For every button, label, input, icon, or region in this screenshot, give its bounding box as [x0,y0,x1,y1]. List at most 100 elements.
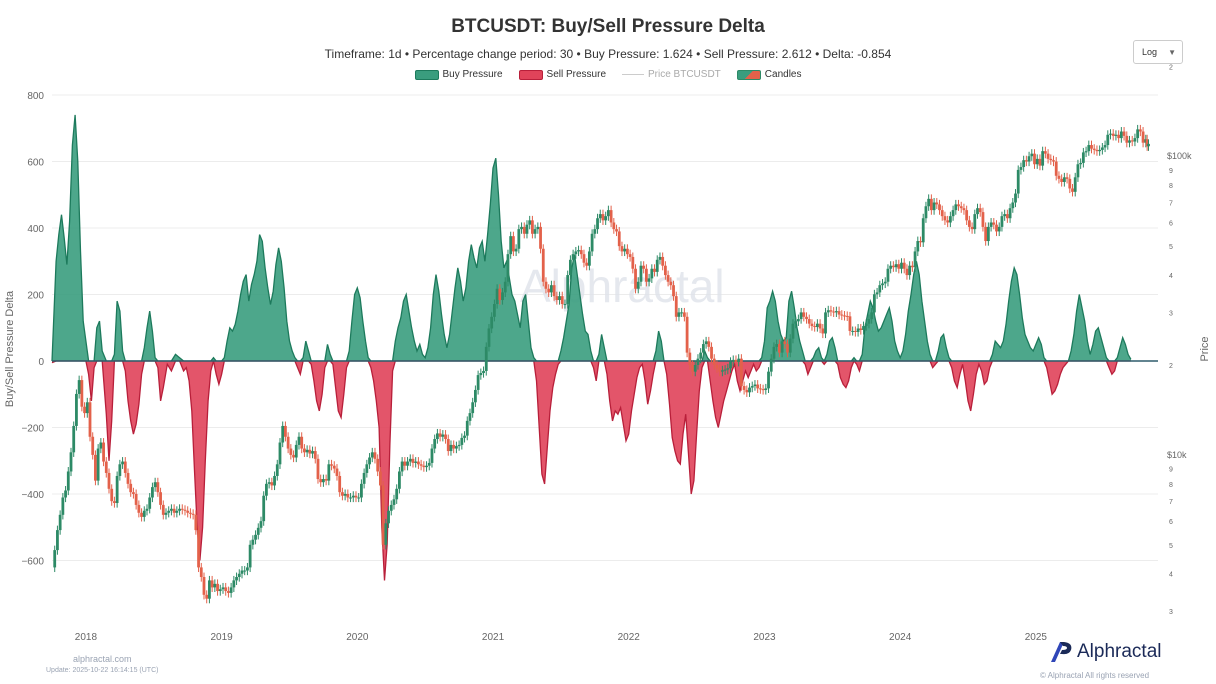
y2-tick-label: 5 [1169,244,1173,251]
candle-body [376,458,380,472]
candle-body [389,504,393,511]
candle-body [699,352,703,359]
legend-item-buy-pressure[interactable]: Buy Pressure [414,69,503,80]
candle-body [455,446,458,449]
candle-body [1041,151,1045,166]
candle-body [457,444,461,447]
candle-body [172,508,176,513]
candle-body [642,265,646,269]
candle-body [596,218,599,230]
candle-body [449,444,453,452]
scale-select[interactable]: Log ▼ [1133,40,1183,64]
candle-body [954,204,958,211]
y2-tick-label: $10k [1167,450,1187,460]
candle-body [180,508,184,510]
candle-body [137,504,141,513]
candle-body [840,314,844,316]
legend-item-price[interactable]: Price BTCUSDT [622,69,721,80]
candle-body [837,311,841,315]
candle-body [338,475,342,493]
candle-body [563,304,567,306]
candle-body [669,281,673,286]
candle-body [514,248,518,252]
candle-body [1060,178,1064,182]
candle-body [297,436,301,445]
candle-body [818,323,822,329]
candle-body [422,465,426,468]
candle-body [357,497,361,499]
candle-body [121,461,124,465]
candle-body [558,296,561,301]
candle-body [183,509,187,511]
candle-body [742,386,746,390]
candle-body [639,265,643,282]
candle-body [612,222,616,230]
candle-body [1100,147,1104,150]
candle-body [161,504,165,515]
candle-body [902,262,906,269]
y2-axis-title: Price [1199,336,1211,361]
candle-body [848,316,852,331]
candle-body [701,344,705,353]
candle-body [463,435,466,438]
candle-body [661,256,665,266]
candle-body [327,464,331,481]
candle-body [813,326,817,328]
candle-body [829,310,833,312]
candle-body [555,296,559,301]
y-tick-label: −400 [21,490,44,501]
legend-item-sell-pressure[interactable]: Sell Pressure [518,69,606,80]
candle-body [134,493,138,505]
candle-body [853,330,857,332]
candle-body [1030,153,1034,157]
candle-body [446,439,450,452]
candle-body [403,461,407,466]
sell-pressure-area [52,361,1131,581]
y2-tick-label: 6 [1169,519,1173,526]
candle-body [427,462,431,466]
candle-body [881,283,884,286]
candle-body [802,312,806,317]
y2-tick-label: 7 [1169,200,1173,207]
candle-body [132,492,135,494]
y2-tick-label: 2 [1169,363,1173,370]
y2-tick-label: 8 [1169,482,1173,489]
candle-body [601,214,605,221]
candle-body [118,464,122,476]
candle-body [246,567,249,571]
candle-body [585,262,589,266]
candle-body [723,369,727,371]
legend-label-candles: Candles [764,69,802,80]
candle-body [845,315,849,317]
alphractal-logo-icon [1051,642,1072,662]
candle-body [501,292,504,301]
candle-body [872,294,876,313]
candle-body [58,514,62,531]
candle-body [824,312,827,334]
candle-body [522,226,526,234]
candle-body [77,380,81,394]
legend-item-candles[interactable]: Candles [736,69,802,80]
y-tick-label: 800 [27,91,44,102]
candle-body [1024,160,1028,162]
footer-site-link[interactable]: alphractal.com [73,654,132,664]
candle-body [406,461,409,466]
candle-body [126,472,130,484]
candle-body [1087,145,1091,152]
x-tick-label: 2025 [1025,632,1048,643]
candle-body [240,570,244,574]
candle-body [360,483,363,498]
candle-body [159,492,162,505]
candle-body [859,328,863,330]
candle-body [487,328,491,347]
candle-body [88,402,92,437]
candle-body [267,482,271,484]
candle-body [891,265,895,268]
candle-body [984,226,988,242]
candle-body [620,246,624,252]
candle-body [737,358,741,362]
candle-body [788,338,792,353]
candle-body [248,544,252,568]
legend-swatch-buy [414,69,439,80]
candle-body [517,229,521,249]
